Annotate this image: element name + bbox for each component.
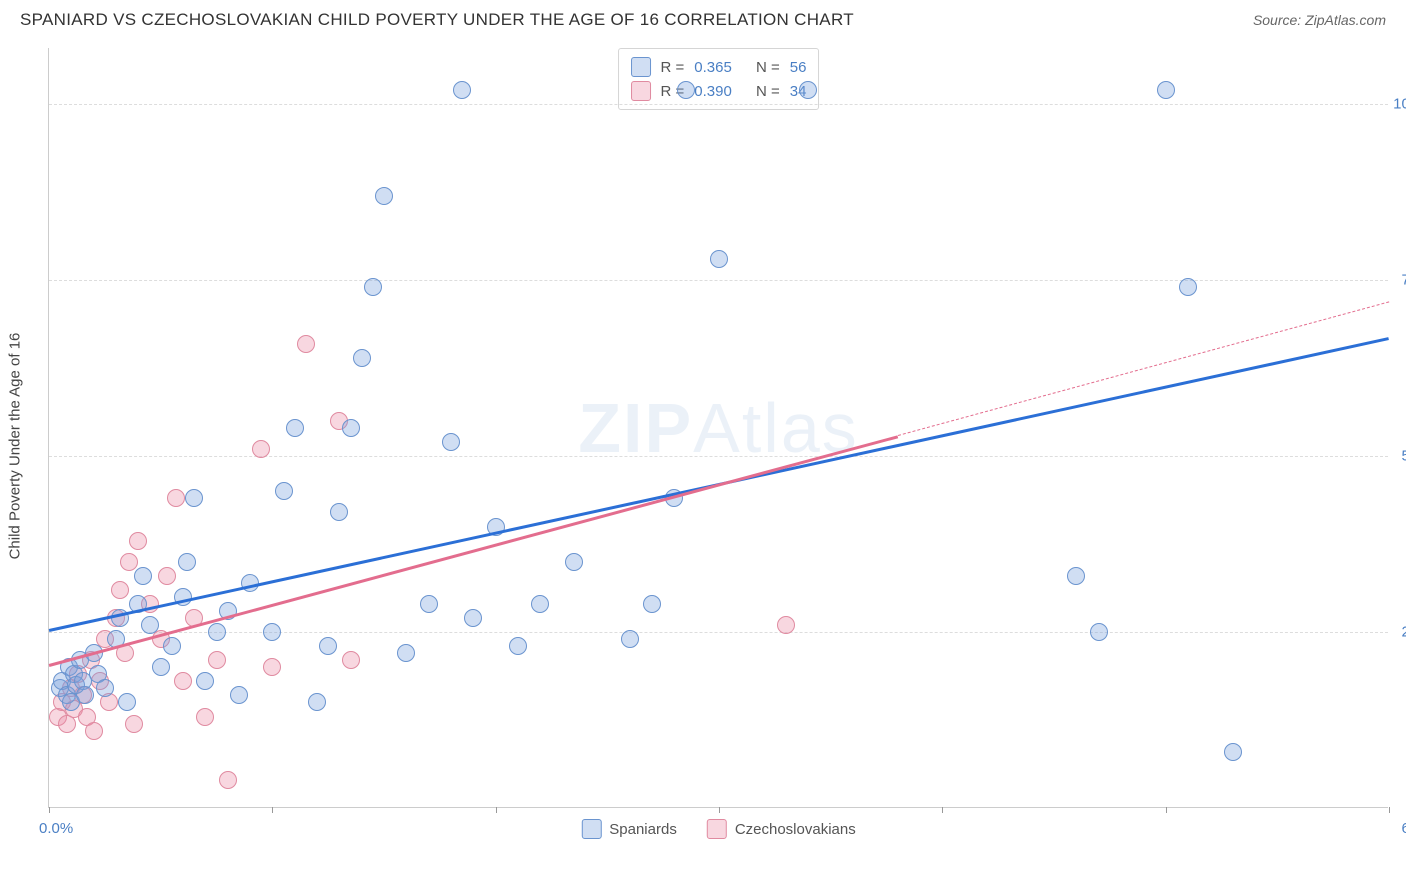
gridline <box>49 104 1388 105</box>
scatter-point-czech <box>174 672 192 690</box>
scatter-point-spaniards <box>342 419 360 437</box>
y-tick-label: 75.0% <box>1401 272 1406 289</box>
x-tick <box>49 807 50 813</box>
y-tick-label: 50.0% <box>1401 448 1406 465</box>
scatter-point-czech <box>111 581 129 599</box>
gridline <box>49 632 1388 633</box>
scatter-point-spaniards <box>308 693 326 711</box>
gridline <box>49 456 1388 457</box>
scatter-point-spaniards <box>118 693 136 711</box>
scatter-point-czech <box>297 335 315 353</box>
scatter-point-spaniards <box>353 349 371 367</box>
r-label: R = <box>661 59 685 76</box>
scatter-point-czech <box>263 658 281 676</box>
scatter-point-spaniards <box>420 595 438 613</box>
correlation-legend-row-spaniards: R = 0.365 N = 56 <box>631 55 807 79</box>
scatter-point-spaniards <box>677 81 695 99</box>
y-axis-label: Child Poverty Under the Age of 16 <box>7 333 24 560</box>
scatter-point-spaniards <box>330 503 348 521</box>
scatter-point-spaniards <box>1067 567 1085 585</box>
correlation-legend-row-czech: R = 0.390 N = 34 <box>631 79 807 103</box>
x-tick <box>272 807 273 813</box>
scatter-point-spaniards <box>152 658 170 676</box>
scatter-point-spaniards <box>178 553 196 571</box>
legend-label-spaniards: Spaniards <box>609 821 677 838</box>
scatter-point-spaniards <box>799 81 817 99</box>
scatter-point-spaniards <box>185 489 203 507</box>
scatter-point-spaniards <box>1224 743 1242 761</box>
trendline-czech-extrapolated <box>898 301 1390 436</box>
scatter-point-spaniards <box>286 419 304 437</box>
scatter-point-spaniards <box>1090 623 1108 641</box>
scatter-point-spaniards <box>196 672 214 690</box>
scatter-point-czech <box>167 489 185 507</box>
scatter-point-spaniards <box>163 637 181 655</box>
scatter-point-spaniards <box>1157 81 1175 99</box>
scatter-point-spaniards <box>263 623 281 641</box>
chart-plot-area: ZIPAtlas R = 0.365 N = 56 R = 0.390 N = … <box>48 48 1388 808</box>
n-label: N = <box>756 59 780 76</box>
scatter-point-czech <box>129 532 147 550</box>
scatter-point-spaniards <box>141 616 159 634</box>
scatter-point-czech <box>342 651 360 669</box>
series-legend: Spaniards Czechoslovakians <box>581 819 855 839</box>
scatter-point-spaniards <box>442 433 460 451</box>
scatter-point-spaniards <box>621 630 639 648</box>
x-tick <box>496 807 497 813</box>
scatter-point-spaniards <box>275 482 293 500</box>
scatter-point-spaniards <box>397 644 415 662</box>
chart-source: Source: ZipAtlas.com <box>1253 12 1386 28</box>
scatter-point-spaniards <box>375 187 393 205</box>
scatter-point-spaniards <box>531 595 549 613</box>
scatter-point-spaniards <box>134 567 152 585</box>
x-tick-label-start: 0.0% <box>39 820 73 837</box>
swatch-czech <box>631 81 651 101</box>
correlation-legend: R = 0.365 N = 56 R = 0.390 N = 34 <box>618 48 820 110</box>
y-tick-label: 100.0% <box>1393 96 1406 113</box>
scatter-point-spaniards <box>565 553 583 571</box>
scatter-point-czech <box>208 651 226 669</box>
legend-label-czech: Czechoslovakians <box>735 821 856 838</box>
scatter-point-spaniards <box>710 250 728 268</box>
scatter-point-czech <box>252 440 270 458</box>
legend-item-czech: Czechoslovakians <box>707 819 856 839</box>
legend-item-spaniards: Spaniards <box>581 819 677 839</box>
scatter-point-spaniards <box>319 637 337 655</box>
scatter-point-spaniards <box>464 609 482 627</box>
x-tick <box>1166 807 1167 813</box>
y-tick-label: 25.0% <box>1401 624 1406 641</box>
scatter-point-czech <box>196 708 214 726</box>
x-tick-label-end: 60.0% <box>1401 820 1406 837</box>
scatter-point-czech <box>125 715 143 733</box>
n-value-spaniards: 56 <box>790 59 807 76</box>
x-tick <box>942 807 943 813</box>
scatter-point-spaniards <box>230 686 248 704</box>
r-value-czech: 0.390 <box>694 83 732 100</box>
scatter-point-spaniards <box>76 686 94 704</box>
swatch-spaniards <box>581 819 601 839</box>
r-value-spaniards: 0.365 <box>694 59 732 76</box>
scatter-point-spaniards <box>208 623 226 641</box>
scatter-point-spaniards <box>509 637 527 655</box>
chart-title: SPANIARD VS CZECHOSLOVAKIAN CHILD POVERT… <box>20 10 854 30</box>
n-label: N = <box>756 83 780 100</box>
scatter-point-czech <box>219 771 237 789</box>
swatch-czech <box>707 819 727 839</box>
scatter-point-spaniards <box>364 278 382 296</box>
scatter-point-czech <box>85 722 103 740</box>
x-tick <box>1389 807 1390 813</box>
scatter-point-spaniards <box>453 81 471 99</box>
scatter-point-spaniards <box>1179 278 1197 296</box>
swatch-spaniards <box>631 57 651 77</box>
scatter-point-czech <box>158 567 176 585</box>
scatter-point-czech <box>120 553 138 571</box>
scatter-point-spaniards <box>96 679 114 697</box>
x-tick <box>719 807 720 813</box>
scatter-point-czech <box>777 616 795 634</box>
scatter-point-spaniards <box>643 595 661 613</box>
